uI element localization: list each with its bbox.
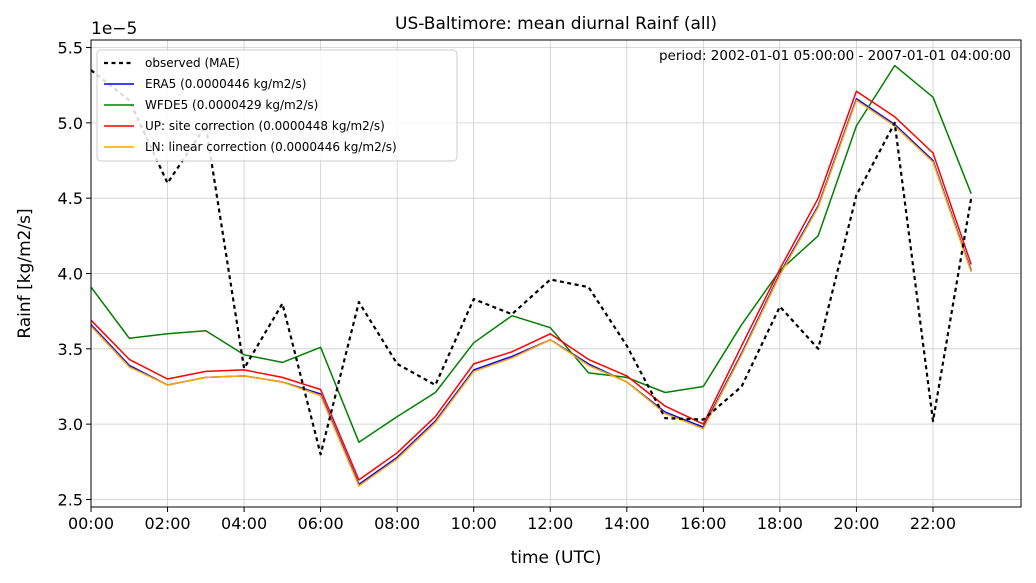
ticks: 00:00 02:00 04:00 06:00 08:00 10:00 12:00 14:00…	[58, 39, 956, 533]
x-tick-label: 16:00	[680, 514, 726, 533]
legend-label: WFDE5 (0.0000429 kg/m2/s)	[145, 98, 318, 112]
legend-label: observed (MAE)	[145, 56, 240, 70]
x-tick-label: 04:00	[221, 514, 267, 533]
x-axis-label: time (UTC)	[511, 548, 602, 568]
x-tick-label: 12:00	[527, 514, 573, 533]
y-tick-label: 4.5	[58, 189, 83, 208]
y-offset-label: 1e−5	[91, 19, 137, 39]
x-tick-label: 10:00	[451, 514, 497, 533]
x-tick-label: 20:00	[833, 514, 879, 533]
x-tick-label: 08:00	[374, 514, 420, 533]
x-tick-label: 22:00	[910, 514, 956, 533]
series-line-4	[90, 99, 972, 487]
y-tick-label: 5.0	[58, 114, 83, 133]
y-tick-label: 2.5	[58, 490, 83, 509]
y-axis-label: Rainf [kg/m2/s]	[15, 208, 35, 338]
series-line-3	[90, 90, 972, 481]
x-tick-label: 18:00	[757, 514, 803, 533]
y-tick-label: 3.5	[58, 340, 83, 359]
series-line-2	[90, 64, 972, 443]
plot-lines	[90, 64, 973, 487]
legend: observed (MAE) ERA5 (0.0000446 kg/m2/s) WF…	[96, 49, 458, 162]
legend-label: LN: linear correction (0.0000446 kg/m2/s…	[145, 140, 397, 154]
x-tick-label: 14:00	[604, 514, 650, 533]
legend-box	[96, 49, 458, 162]
chart-title: US-Baltimore: mean diurnal Rainf (all)	[395, 14, 717, 34]
y-tick-label: 4.0	[58, 265, 83, 284]
period-annotation: period: 2002-01-01 05:00:00 - 2007-01-01…	[659, 48, 1011, 64]
grid	[90, 40, 1021, 507]
x-tick-label: 06:00	[298, 514, 344, 533]
legend-label: UP: site correction (0.0000448 kg/m2/s)	[145, 119, 385, 133]
legend-label: ERA5 (0.0000446 kg/m2/s)	[145, 77, 306, 91]
y-tick-label: 3.0	[58, 415, 83, 434]
x-tick-label: 02:00	[144, 514, 190, 533]
y-tick-label: 5.5	[58, 39, 83, 58]
series-line-0	[90, 69, 973, 456]
x-tick-label: 00:00	[68, 514, 114, 533]
